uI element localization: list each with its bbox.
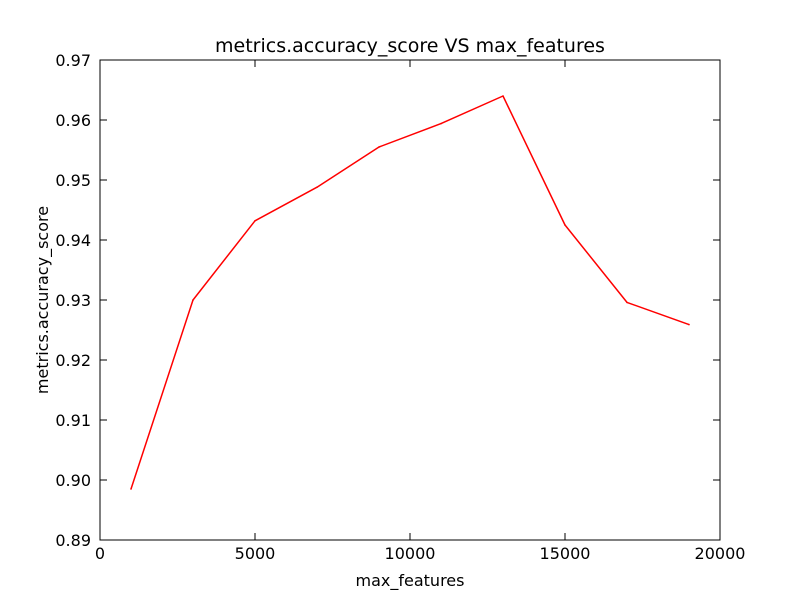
chart-title: metrics.accuracy_score VS max_features <box>215 35 605 57</box>
data-point <box>316 186 318 188</box>
data-point <box>626 301 628 304</box>
data-point <box>378 146 380 148</box>
data-point <box>192 299 194 301</box>
series-layer <box>130 95 690 490</box>
axes-frame <box>99 59 721 541</box>
y-tick-label: 0.91 <box>55 411 91 430</box>
x-tick-label: 15000 <box>540 544 591 563</box>
x-tick-label: 0 <box>95 544 105 563</box>
y-tick-label: 0.97 <box>55 51 91 70</box>
data-point <box>502 95 504 97</box>
y-tick-label: 0.90 <box>55 471 91 490</box>
x-tick-label: 10000 <box>385 544 436 563</box>
x-tick-label: 5000 <box>235 544 276 563</box>
x-axis-label: max_features <box>356 571 465 591</box>
ticks-layer: 0 5000 10000 15000 20000 0.89 0.90 0.91 0.92 0.93… <box>55 51 745 563</box>
y-tick-label: 0.96 <box>55 111 91 130</box>
data-point <box>564 224 566 226</box>
y-tick-label: 0.89 <box>55 531 91 550</box>
y-tick-label: 0.95 <box>55 171 91 190</box>
y-tick-label: 0.93 <box>55 291 91 310</box>
y-tick-label: 0.92 <box>55 351 91 370</box>
y-tick-label: 0.94 <box>55 231 91 250</box>
x-tick-label: 20000 <box>695 544 746 563</box>
y-axis-label: metrics.accuracy_score <box>33 206 53 394</box>
data-point <box>688 323 690 326</box>
data-point <box>130 488 132 490</box>
data-point <box>254 220 256 222</box>
series-line-0 <box>130 95 690 490</box>
data-point <box>440 122 442 125</box>
